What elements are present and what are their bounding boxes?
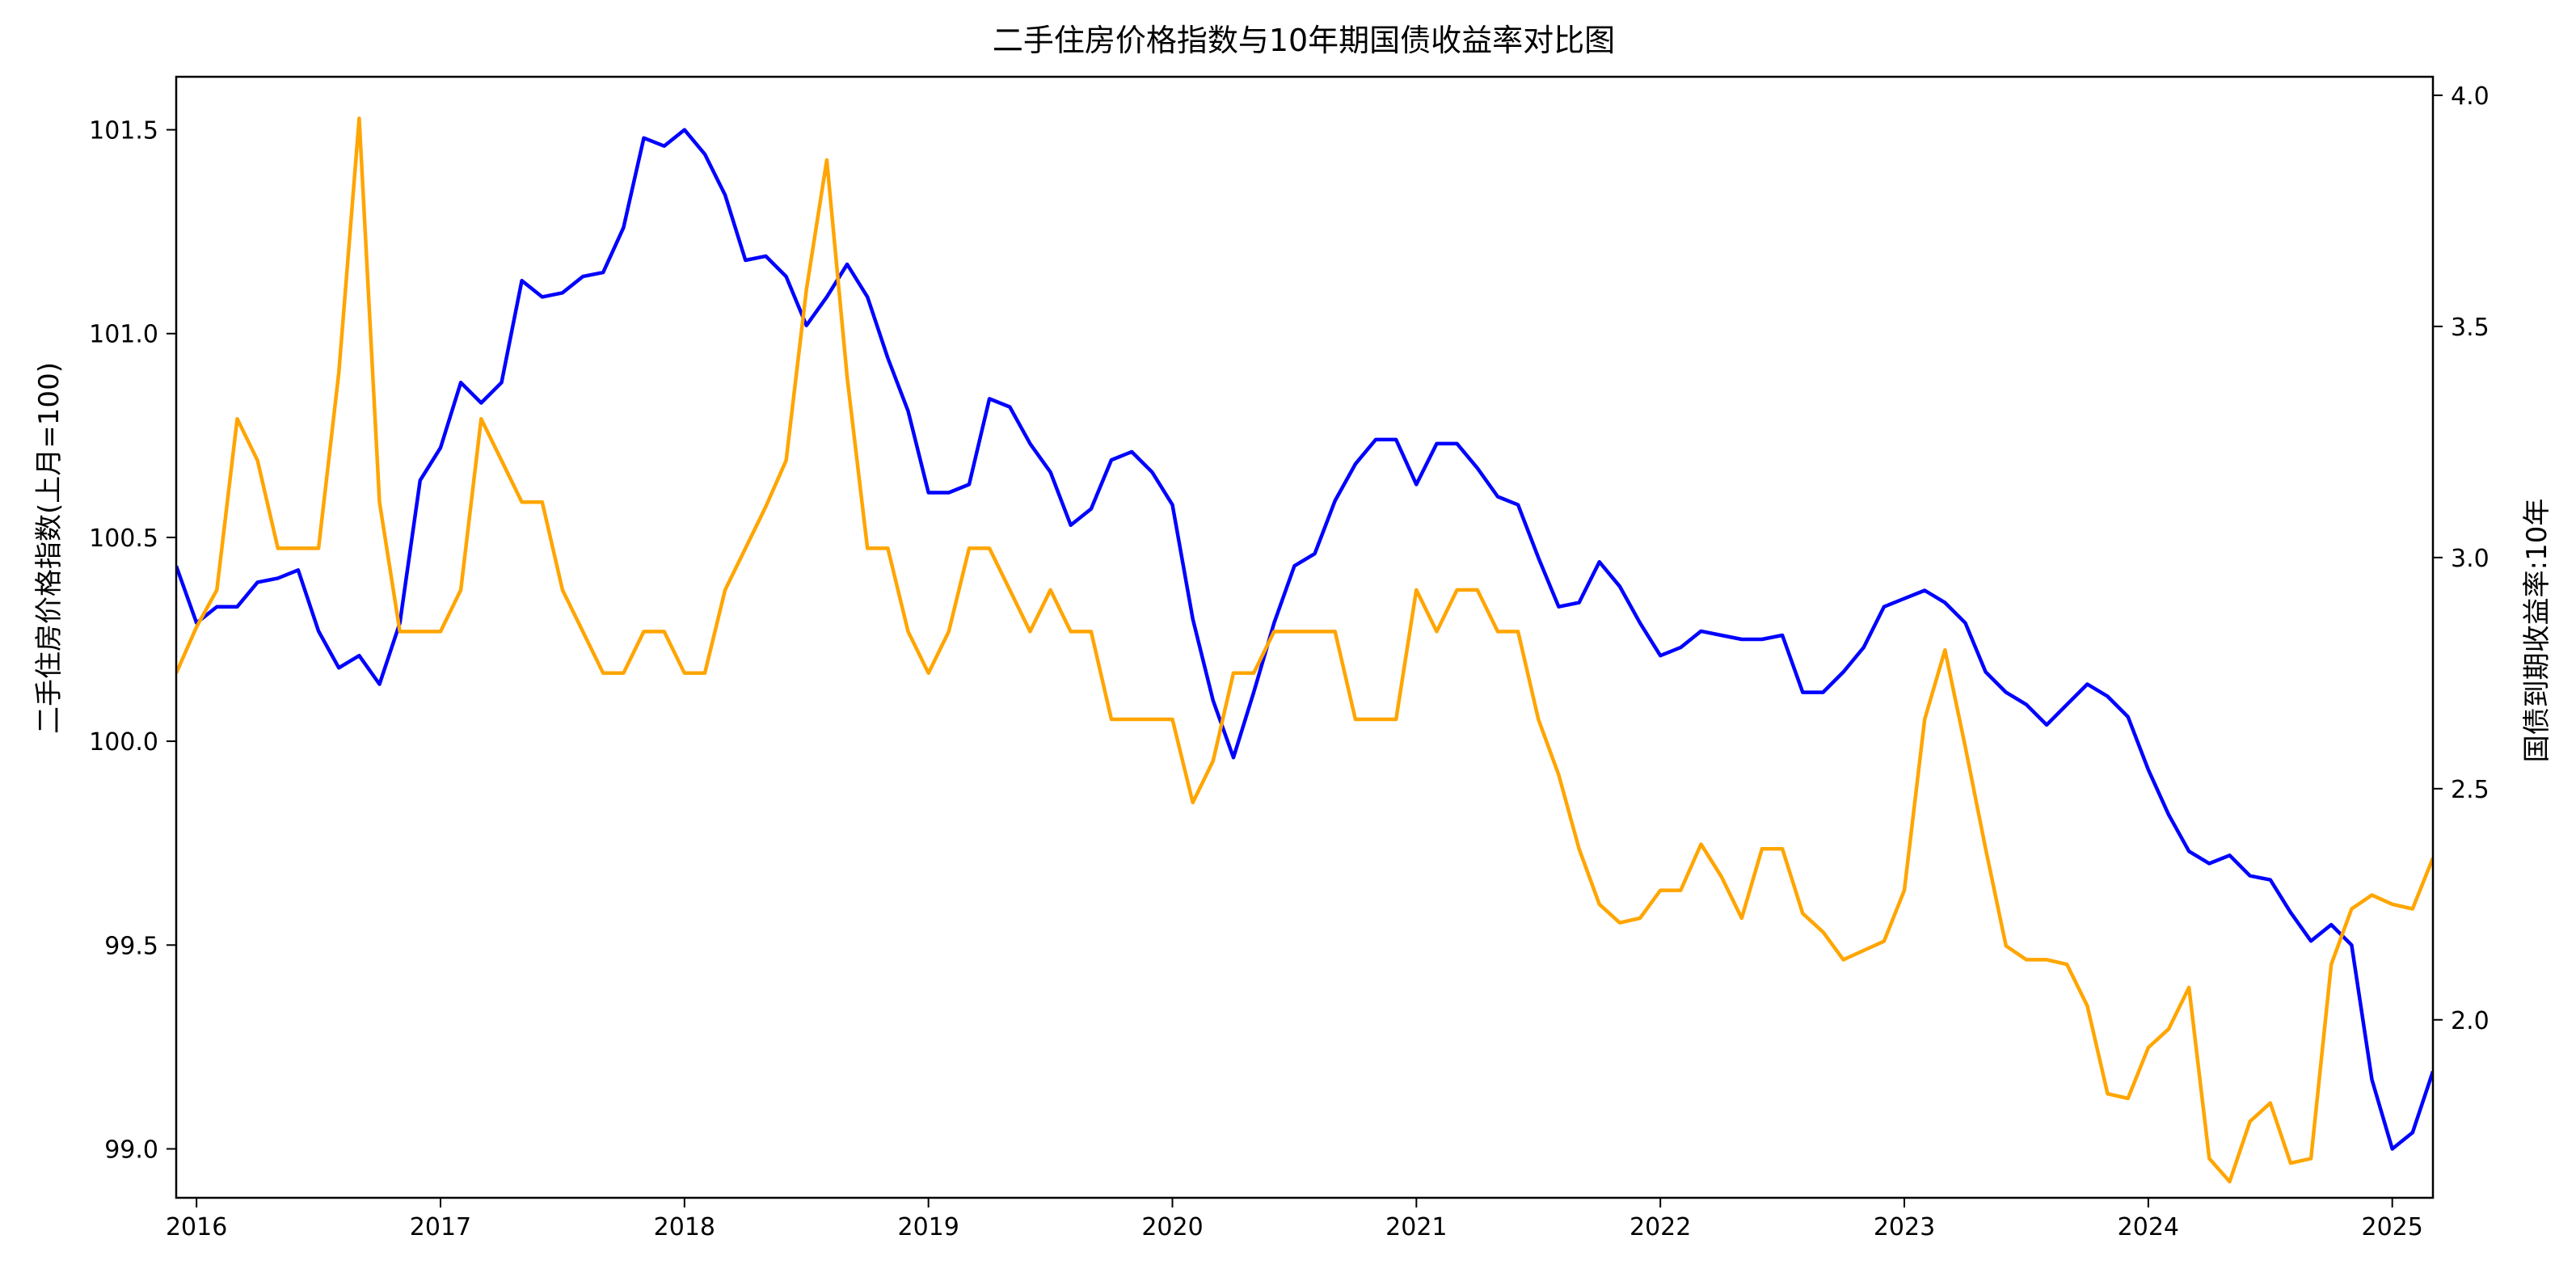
y2-tick-label: 3.5 xyxy=(2451,314,2490,342)
y-tick-label: 100.5 xyxy=(89,525,158,553)
y-tick-label: 100.0 xyxy=(89,728,158,757)
y2-tick-label: 2.0 xyxy=(2451,1007,2490,1035)
x-tick-label: 2024 xyxy=(2118,1213,2179,1241)
series-line-bond-yield xyxy=(176,116,2433,1184)
x-tick-label: 2017 xyxy=(410,1213,471,1241)
chart-title: 二手住房价格指数与10年期国债收益率对比图 xyxy=(993,23,1615,58)
x-tick-label: 2022 xyxy=(1629,1213,1691,1241)
x-tick-label: 2018 xyxy=(654,1213,715,1241)
y2-tick-label: 2.5 xyxy=(2451,776,2490,804)
y-tick-label: 99.0 xyxy=(104,1136,158,1164)
y2-tick-label: 3.0 xyxy=(2451,545,2490,573)
x-tick-label: 2021 xyxy=(1385,1213,1447,1241)
axes-layer: 2016 2017 2018 2019 2020 2021 2022 2023 2024 2025… xyxy=(89,75,2490,1241)
x-tick-label: 2019 xyxy=(897,1213,959,1241)
series-line-price-index xyxy=(176,128,2433,1151)
y-tick-label: 101.5 xyxy=(89,117,158,145)
y2-axis-label: 国债到期收益率:10年 xyxy=(2521,499,2553,763)
y-axis-label: 二手住房价格指数(上月=100) xyxy=(33,362,65,734)
x-tick-label: 2016 xyxy=(166,1213,227,1241)
x-tick-label: 2023 xyxy=(1874,1213,1935,1241)
x-tick-label: 2025 xyxy=(2362,1213,2423,1241)
y-tick-label: 99.5 xyxy=(104,932,158,960)
y-tick-label: 101.0 xyxy=(89,321,158,349)
y2-tick-label: 4.0 xyxy=(2451,82,2490,111)
plot-frame xyxy=(175,75,2435,1199)
series-layer xyxy=(176,116,2433,1184)
x-tick-label: 2020 xyxy=(1141,1213,1203,1241)
